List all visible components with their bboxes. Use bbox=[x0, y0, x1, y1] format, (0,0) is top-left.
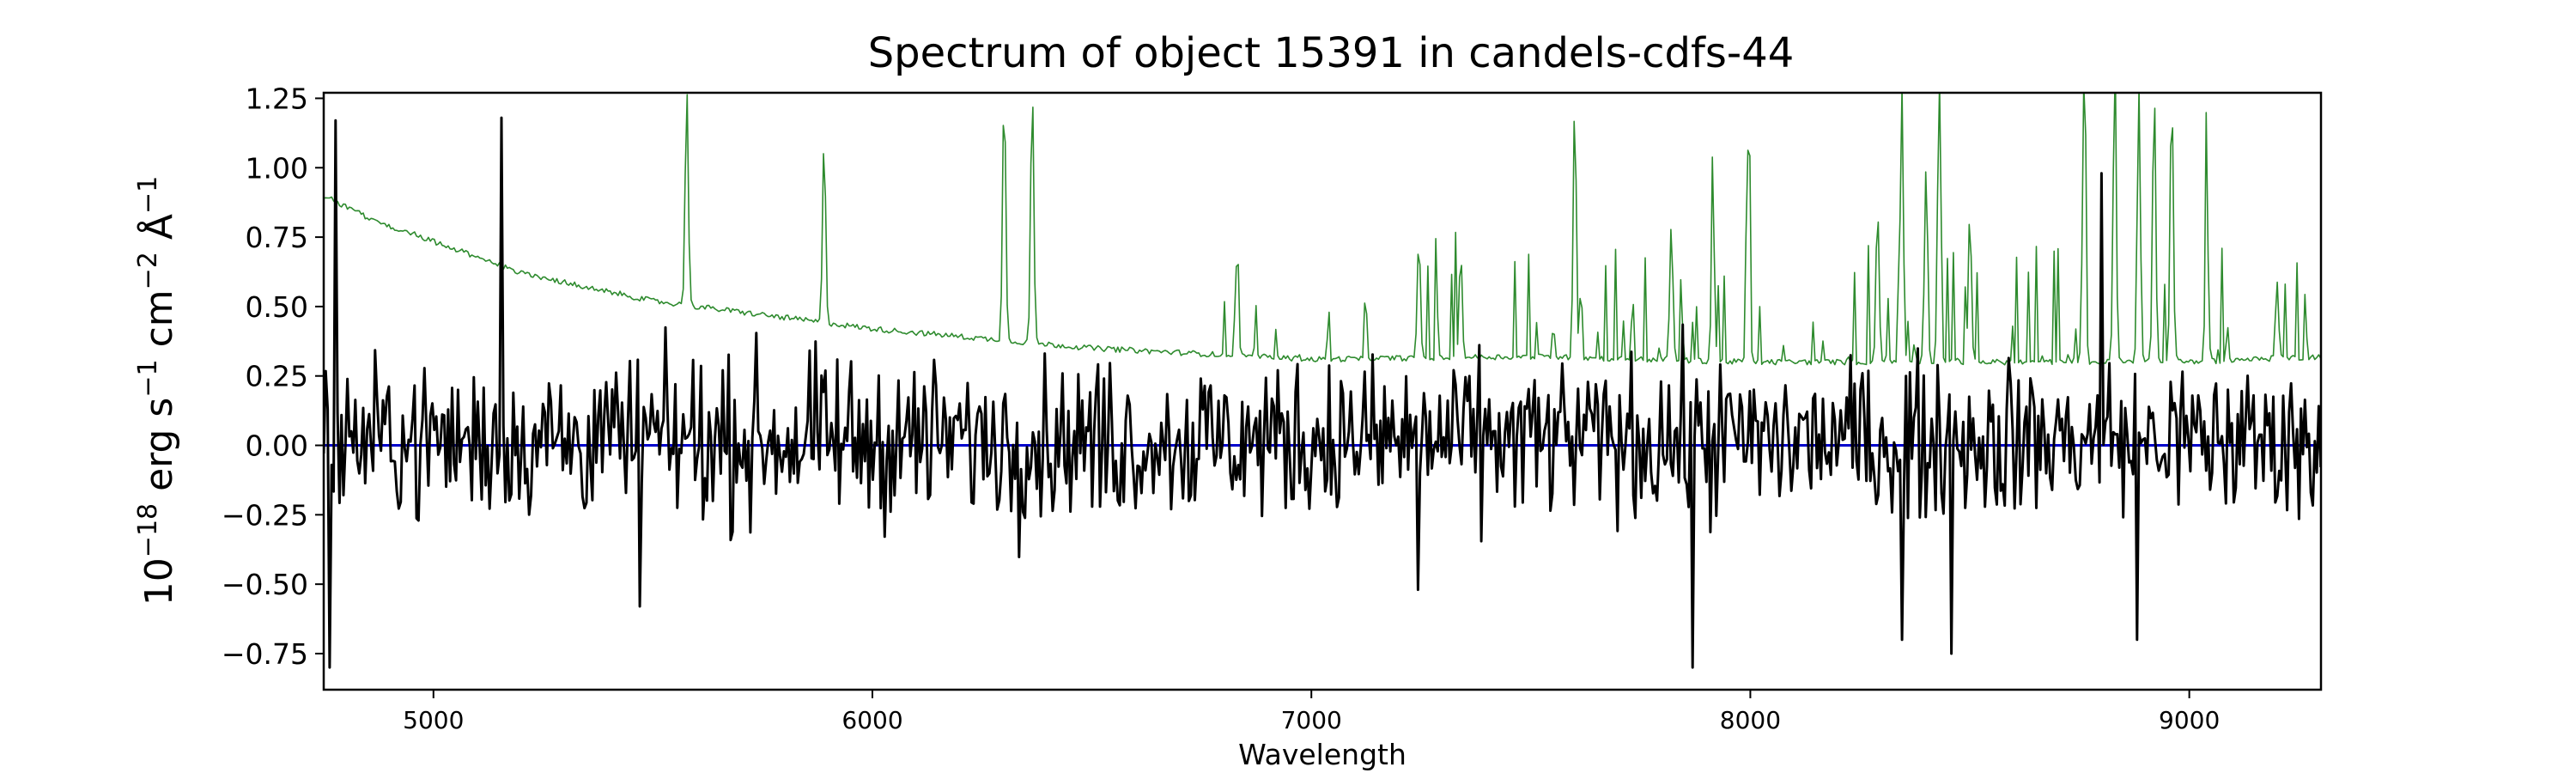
x-tick-label: 9000 bbox=[2159, 706, 2220, 734]
y-tick-label: 0.75 bbox=[246, 221, 308, 254]
x-axis-label: Wavelength bbox=[1238, 738, 1406, 771]
y-tick-label: 0.00 bbox=[246, 429, 308, 463]
plot-area bbox=[324, 93, 2321, 669]
x-tick-label: 7000 bbox=[1281, 706, 1342, 734]
series-layer bbox=[324, 93, 2321, 669]
y-tick-label: 0.25 bbox=[246, 360, 308, 393]
y-label-cm: cm bbox=[137, 289, 181, 359]
y-axis-label: 10−18 erg s−1 cm−2 Å−1 bbox=[133, 176, 181, 606]
y-tick-label: −0.75 bbox=[222, 637, 308, 671]
svg-text:10−18 erg s−1 cm−2 Å−1: 10−18 erg s−1 cm−2 Å−1 bbox=[133, 176, 181, 606]
object-spectrum-line bbox=[324, 116, 2321, 669]
x-axis: 5000 6000 7000 8000 9000 bbox=[403, 690, 2220, 734]
plot-frame bbox=[322, 91, 2323, 691]
y-label-s-exp: −1 bbox=[133, 359, 163, 397]
sky-spectrum-line bbox=[324, 93, 2321, 366]
x-tick-label: 5000 bbox=[403, 706, 464, 734]
y-tick-label: −0.25 bbox=[222, 498, 308, 532]
y-axis: −0.75 −0.50 −0.25 0.00 0.25 0.50 0.75 1.00 1.25 bbox=[222, 82, 324, 671]
y-label-ang-exp: −1 bbox=[133, 176, 163, 214]
y-label-erg: erg s bbox=[137, 398, 181, 503]
y-label-ang: Å bbox=[136, 214, 181, 252]
x-tick-label: 6000 bbox=[841, 706, 902, 734]
y-label-base: 10 bbox=[137, 557, 181, 606]
chart-title: Spectrum of object 15391 in candels-cdfs… bbox=[868, 29, 1795, 77]
y-label-exp: −18 bbox=[133, 503, 163, 557]
y-label-cm-exp: −2 bbox=[133, 252, 163, 289]
y-tick-label: −0.50 bbox=[222, 568, 308, 601]
y-tick-label: 1.25 bbox=[246, 82, 308, 115]
x-tick-label: 8000 bbox=[1720, 706, 1781, 734]
y-tick-label: 0.50 bbox=[246, 290, 308, 324]
y-tick-label: 1.00 bbox=[246, 151, 308, 185]
